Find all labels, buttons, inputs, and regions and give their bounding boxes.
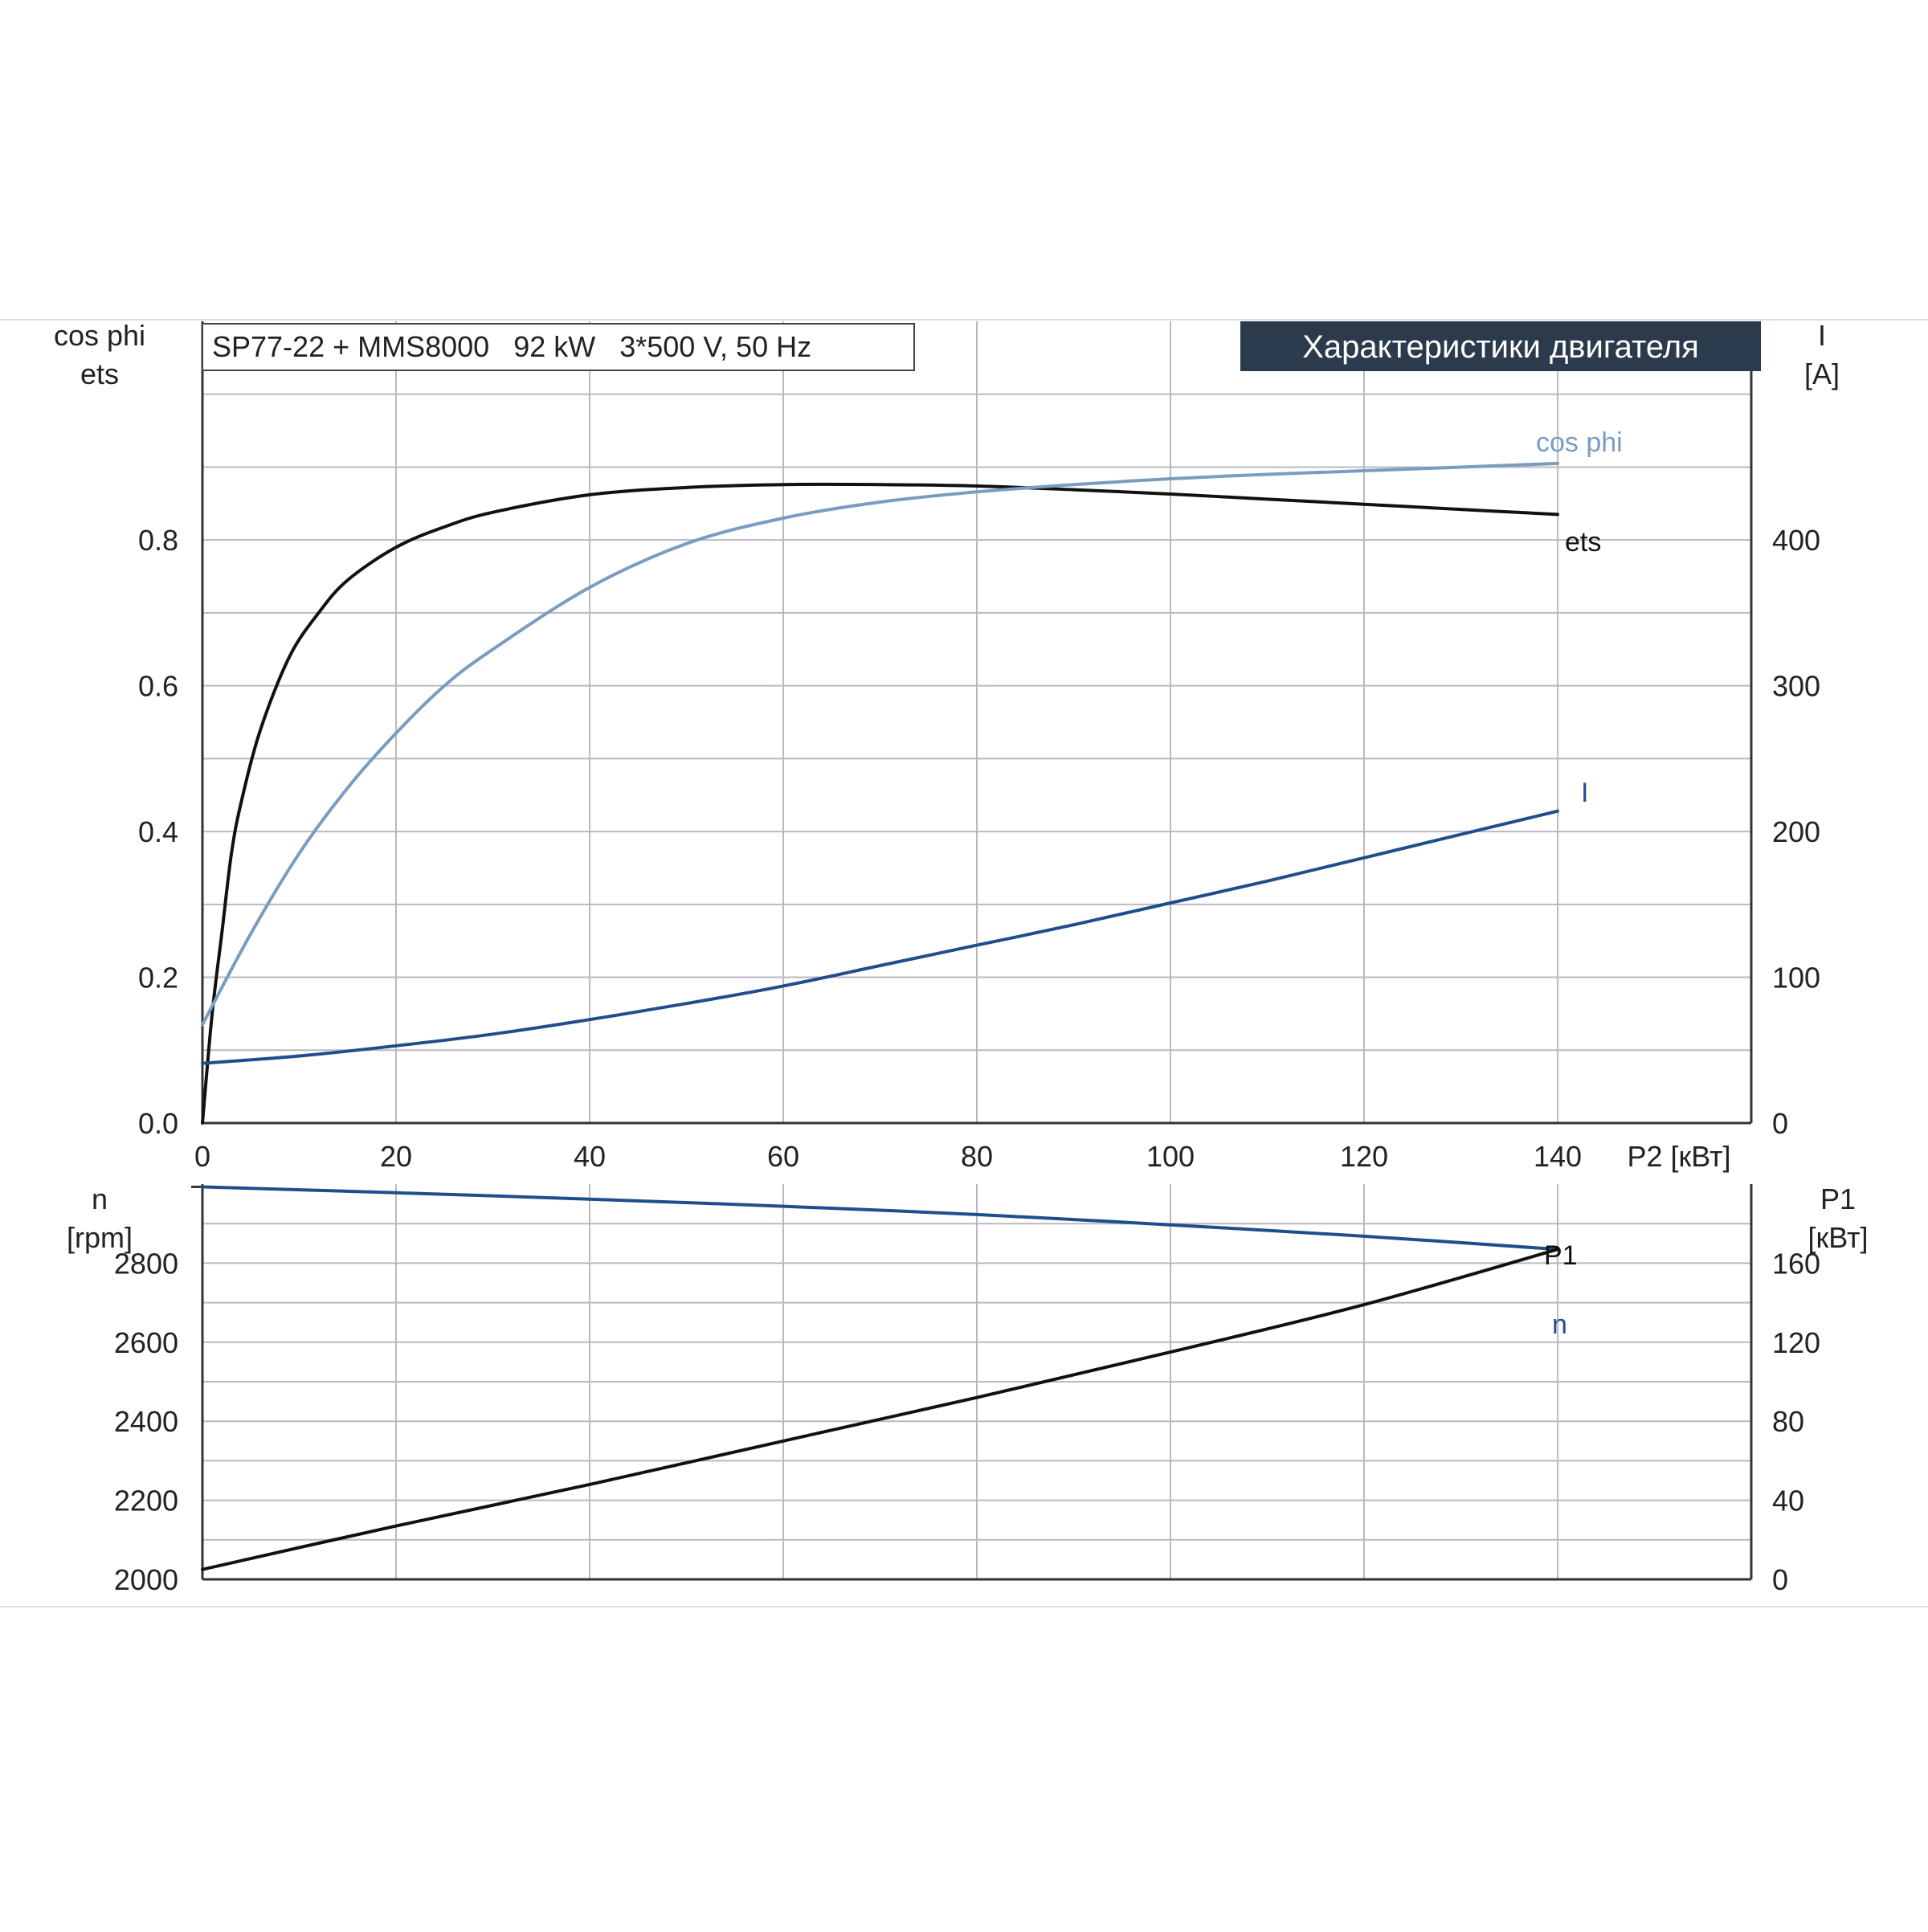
top-left-tick-label-2: 0.4 — [138, 815, 178, 848]
bottom-left-tick-label-0: 2000 — [114, 1563, 178, 1596]
series-line-cos-phi — [201, 461, 1559, 1027]
x-tick-label-20: 20 — [380, 1140, 412, 1173]
top-right-axis-label-line1: I — [1818, 319, 1826, 352]
tick-labels: 0 20 40 60 80 100 120 140 0.0 0.2 0.4 0.6 0.8 0 100 200… — [114, 524, 1820, 1596]
top-right-tick-label-1: 100 — [1772, 962, 1820, 995]
bottom-left-tick-label-2: 2400 — [114, 1405, 178, 1438]
top-right-tick-label-4: 400 — [1772, 524, 1820, 557]
series-line-ets — [201, 482, 1559, 1125]
title-tag-background — [1240, 321, 1761, 371]
top-left-tick-label-1: 0.2 — [138, 962, 178, 995]
bottom-left-axis-label-line2: [rpm] — [67, 1221, 133, 1254]
top-left-axis-label-line2: ets — [80, 357, 119, 390]
top-right-tick-label-2: 200 — [1772, 815, 1820, 848]
bottom-right-axis-label-line2: [кВт] — [1808, 1221, 1868, 1254]
bottom-right-tick-label-2: 80 — [1772, 1405, 1804, 1438]
bottom-right-tick-label-4: 160 — [1772, 1247, 1820, 1280]
bottom-right-axis-label-line1: P1 — [1820, 1182, 1856, 1215]
x-tick-label-0: 0 — [194, 1140, 210, 1173]
bottom-left-tick-label-3: 2600 — [114, 1326, 178, 1359]
bottom-left-axis-label-line1: n — [92, 1182, 108, 1215]
top-plot-series — [201, 461, 1559, 1125]
series-label-current: I — [1581, 778, 1588, 808]
title-tag: Характеристики двигателя — [1302, 329, 1699, 365]
top-left-tick-label-0: 0.0 — [138, 1107, 178, 1140]
series-line-p1 — [201, 1248, 1559, 1571]
x-tick-label-140: 140 — [1534, 1140, 1582, 1173]
x-tick-label-80: 80 — [961, 1140, 993, 1173]
top-right-axis-label-line2: [A] — [1804, 357, 1840, 390]
top-left-axis-label-line1: cos phi — [54, 319, 145, 352]
top-left-tick-label-4: 0.8 — [138, 524, 178, 557]
series-label-cos-phi: cos phi — [1536, 427, 1623, 458]
bottom-left-tick-label-4: 2800 — [114, 1247, 178, 1280]
top-right-tick-label-3: 300 — [1772, 670, 1820, 703]
top-plot-grid — [201, 321, 1753, 1125]
x-tick-label-40: 40 — [574, 1140, 606, 1173]
series-label-ets: ets — [1565, 527, 1601, 558]
series-line-i — [201, 809, 1559, 1065]
model-label: SP77-22 + MMS8000 92 kW 3*500 V, 50 Hz — [212, 330, 811, 363]
series-line-n — [201, 1185, 1559, 1252]
bottom-right-tick-label-1: 40 — [1772, 1485, 1804, 1517]
top-left-tick-label-3: 0.6 — [138, 670, 178, 703]
model-label-box — [202, 323, 915, 371]
x-tick-label-120: 120 — [1340, 1140, 1388, 1173]
bottom-right-tick-label-3: 120 — [1772, 1326, 1820, 1359]
bottom-right-tick-label-0: 0 — [1772, 1563, 1788, 1596]
x-axis-label: P2 [кВт] — [1627, 1140, 1730, 1173]
series-label-p1: P1 — [1544, 1240, 1578, 1271]
bottom-plot-grid — [191, 1184, 1753, 1581]
x-tick-label-100: 100 — [1146, 1140, 1195, 1173]
bottom-left-tick-label-1: 2200 — [114, 1485, 178, 1517]
bottom-plot-series — [201, 1185, 1559, 1571]
series-label-n: n — [1552, 1309, 1567, 1340]
x-tick-label-60: 60 — [767, 1140, 799, 1173]
top-right-tick-label-0: 0 — [1772, 1107, 1788, 1140]
